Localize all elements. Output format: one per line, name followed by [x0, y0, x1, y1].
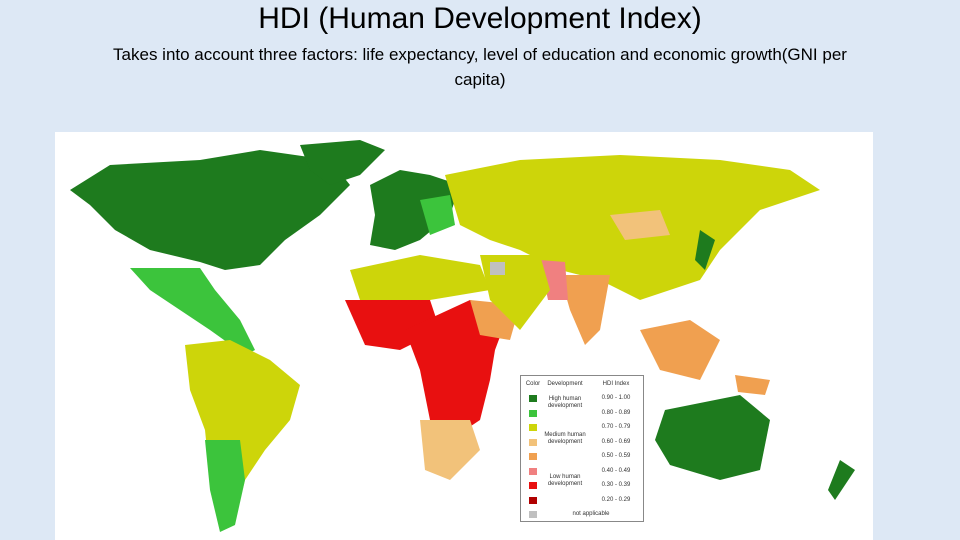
legend-range: 0.50 - 0.59 — [601, 453, 631, 459]
legend-range: 0.70 - 0.79 — [601, 424, 631, 430]
legend-header: HDI Index — [602, 381, 630, 387]
legend-range: 0.80 - 0.89 — [601, 410, 631, 416]
legend-group: Low human development — [547, 474, 583, 487]
subtitle: Takes into account three factors: life e… — [113, 45, 847, 89]
legend-header: Color — [525, 381, 541, 387]
legend-range: 0.30 - 0.39 — [601, 482, 631, 488]
legend: Color Development HDI Index High human d… — [520, 375, 644, 522]
world-map — [55, 132, 873, 540]
title: HDI (Human Development Index) — [258, 2, 702, 35]
legend-range: 0.90 - 1.00 — [601, 395, 631, 401]
legend-range: 0.60 - 0.69 — [601, 439, 631, 445]
legend-range: 0.40 - 0.49 — [601, 468, 631, 474]
legend-range: 0.20 - 0.29 — [601, 497, 631, 503]
legend-group: High human development — [547, 396, 583, 409]
legend-header: Development — [547, 381, 583, 387]
legend-group: not applicable — [572, 511, 610, 517]
legend-group: Medium human development — [544, 432, 586, 445]
